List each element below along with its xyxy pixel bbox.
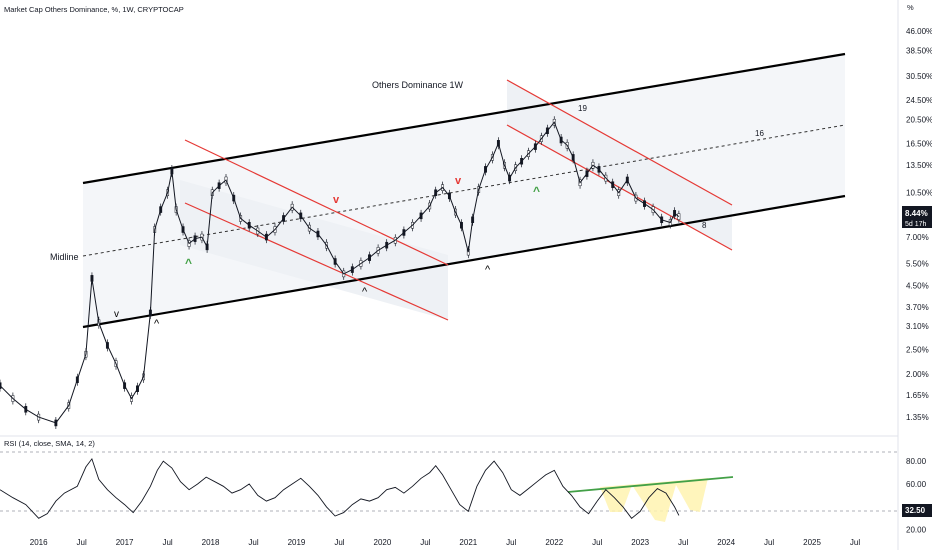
x-tick-label: 2024 [717, 538, 735, 547]
x-tick-label: Jul [592, 538, 602, 547]
channel-top-line [82, 52, 846, 185]
y-tick-label: 3.70% [906, 303, 929, 312]
x-tick-label: 2022 [545, 538, 563, 547]
rsi-tick-label: 80.00 [906, 457, 927, 466]
x-tick-label: Jul [678, 538, 688, 547]
x-tick-label: Jul [77, 538, 87, 547]
marker-v-1: v [114, 309, 119, 320]
x-tick-label: 2023 [631, 538, 649, 547]
channel-fill-2 [180, 180, 448, 320]
midline-label: Midline [50, 252, 79, 262]
countdown-badge: 5d 17h [905, 221, 927, 228]
y-tick-label: 2.50% [906, 346, 929, 355]
rsi-badge-value: 32.50 [905, 506, 926, 515]
price-badge-value: 8.44% [905, 209, 928, 218]
x-tick-label: 2021 [459, 538, 477, 547]
y-unit-label: % [907, 3, 914, 12]
red-channel-2-bottom [506, 124, 733, 251]
channel-fill-3 [507, 80, 732, 250]
rsi-badge-bg [902, 504, 932, 517]
marker-red-v-2: v [455, 175, 462, 187]
marker-caret-2: ^ [362, 286, 368, 298]
label-16: 16 [755, 129, 764, 138]
y-tick-label: 1.35% [906, 413, 929, 422]
red-channel-1-bottom [184, 202, 449, 321]
channel-bottom-line [82, 194, 846, 329]
y-tick-label: 20.50% [906, 116, 932, 125]
y-tick-label: 7.00% [906, 233, 929, 242]
rsi-shaded-region [600, 478, 708, 522]
x-tick-label: 2019 [288, 538, 306, 547]
y-tick-label: 16.50% [906, 139, 932, 148]
x-tick-label: 2016 [30, 538, 48, 547]
marker-green-up-1: ^ [185, 256, 192, 270]
x-tick-label: Jul [850, 538, 860, 547]
rsi-tick-label: 20.00 [906, 526, 927, 535]
chart-header-title: Market Cap Others Dominance, %, 1W, CRYP… [4, 5, 184, 14]
marker-green-up-2: ^ [533, 184, 540, 198]
y-tick-label: 24.50% [906, 96, 932, 105]
y-tick-label: 4.50% [906, 281, 929, 290]
x-tick-label: Jul [248, 538, 258, 547]
x-tick-label: Jul [162, 538, 172, 547]
time-x-axis: 2016 Jul 2017 Jul 2018 Jul 2019 Jul 2020 Jul 2021 J… [30, 538, 861, 547]
x-tick-label: 2017 [116, 538, 134, 547]
price-y-axis: 46.00% 38.50% 30.50% 24.50% 20.50% 16.50% 13.5… [906, 27, 932, 422]
marker-caret-3: ^ [485, 264, 491, 276]
red-channel-1-top [184, 139, 449, 266]
rsi-series-line [0, 457, 680, 519]
label-19: 19 [578, 104, 587, 113]
y-tick-label: 13.50% [906, 161, 932, 170]
x-tick-label: 2018 [202, 538, 220, 547]
price-series-line [0, 121, 680, 424]
y-tick-label: 3.10% [906, 322, 929, 331]
x-tick-label: 2020 [374, 538, 392, 547]
x-tick-label: 2025 [803, 538, 821, 547]
y-tick-label: 10.50% [906, 189, 932, 198]
channel-midline [82, 124, 846, 257]
y-tick-label: 38.50% [906, 47, 932, 56]
rsi-trendline [567, 476, 734, 493]
y-tick-label: 46.00% [906, 27, 932, 36]
x-tick-label: Jul [764, 538, 774, 547]
red-channel-2-top [506, 79, 733, 206]
y-tick-label: 5.50% [906, 259, 929, 268]
x-tick-label: Jul [506, 538, 516, 547]
price-badge-bg [902, 206, 932, 228]
rsi-tick-label: 60.00 [906, 480, 927, 489]
chart-title-annotation: Others Dominance 1W [372, 80, 464, 90]
y-tick-label: 1.65% [906, 391, 929, 400]
x-tick-label: Jul [334, 538, 344, 547]
marker-caret-1: ^ [154, 318, 160, 330]
marker-red-v-1: v [333, 194, 340, 206]
label-8: 8 [702, 221, 707, 230]
x-tick-label: Jul [420, 538, 430, 547]
y-tick-label: 2.00% [906, 370, 929, 379]
rsi-title: RSI (14, close, SMA, 14, 2) [4, 439, 95, 448]
y-tick-label: 30.50% [906, 72, 932, 81]
